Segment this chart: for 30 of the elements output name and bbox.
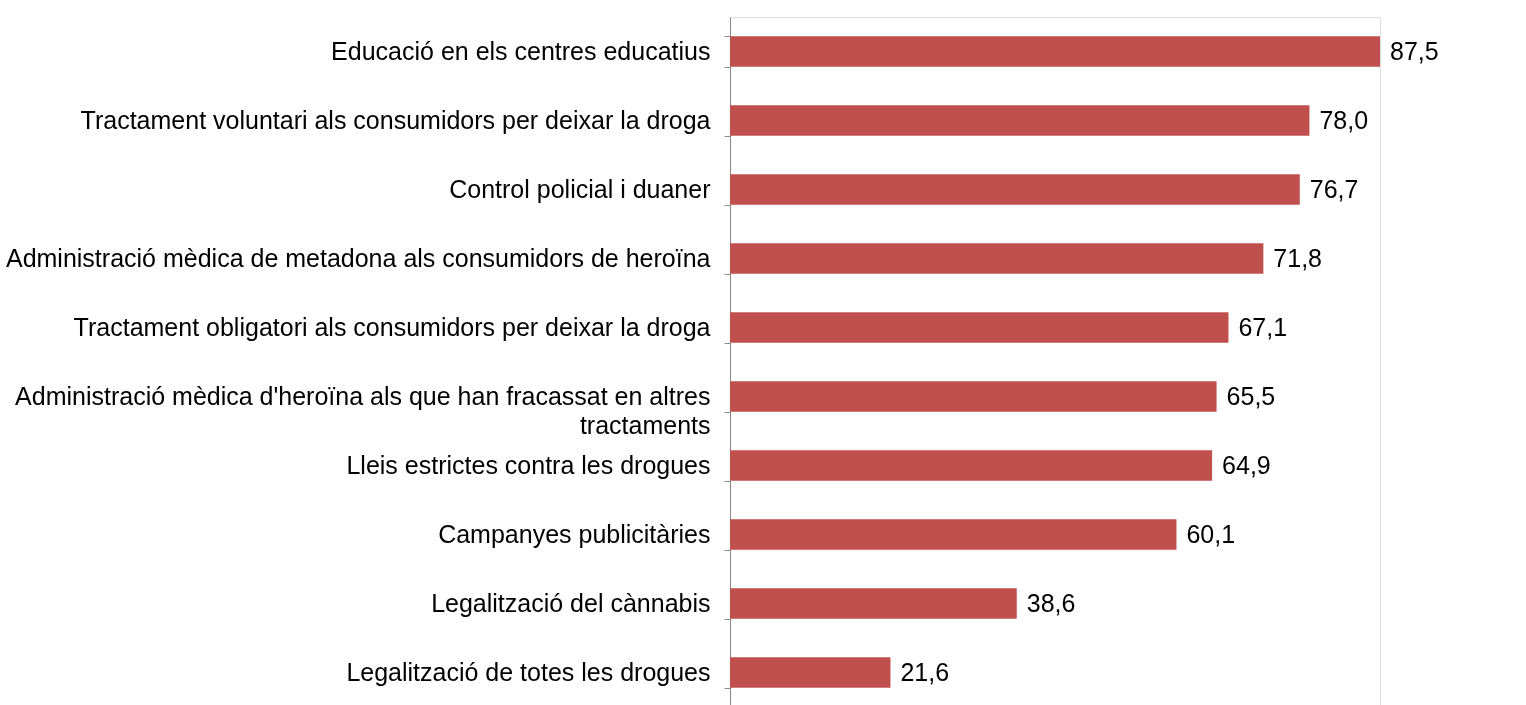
y-tick-label: Tractament voluntari als consumidors per deixar la droga xyxy=(80,106,711,134)
y-tick-label: Administració mèdica de metadona als consumidors de heroïna xyxy=(5,244,711,272)
y-tick-label: Control policial i duaner xyxy=(449,175,711,203)
y-tick-label: Campanyes publicitàries xyxy=(438,520,711,548)
bar xyxy=(730,381,1217,412)
bar xyxy=(730,519,1177,550)
bar xyxy=(730,174,1300,205)
data-label: 38,6 xyxy=(1026,588,1076,617)
y-tick-label: Legalització de totes les drogues xyxy=(346,658,711,686)
bar xyxy=(730,588,1017,619)
data-label: 67,1 xyxy=(1238,312,1288,341)
data-label: 64,9 xyxy=(1222,450,1271,479)
bar xyxy=(730,657,891,688)
bar xyxy=(730,36,1380,67)
data-label: 71,8 xyxy=(1273,243,1323,272)
data-label: 78,0 xyxy=(1319,105,1369,134)
data-label: 60,1 xyxy=(1186,519,1236,548)
y-tick-label: Administració mèdica d'heroïna als que han fracassat en altres tractaments xyxy=(15,382,711,439)
data-label: 65,5 xyxy=(1226,381,1276,410)
y-tick-label: Tractament obligatori als consumidors per deixar la droga xyxy=(73,313,711,341)
data-label: 87,5 xyxy=(1390,36,1439,65)
y-tick-label: Lleis estrictes contra les drogues xyxy=(346,451,711,479)
y-tick-label: Educació en els centres educatius xyxy=(331,37,711,65)
y-tick-label: Legalització del cànnabis xyxy=(431,589,711,617)
bar xyxy=(730,105,1310,136)
data-label: 76,7 xyxy=(1309,174,1359,203)
bar xyxy=(730,450,1213,481)
bar xyxy=(730,312,1229,343)
data-label: 21,6 xyxy=(900,657,950,686)
bar xyxy=(730,243,1264,274)
